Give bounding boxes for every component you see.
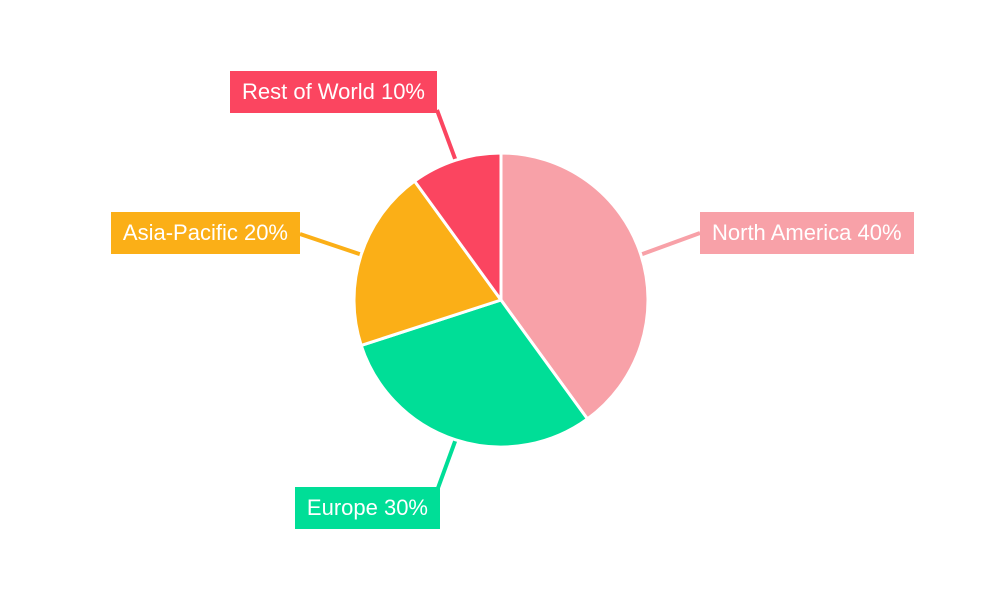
pie-slice-rest-of-world [413, 151, 503, 302]
leader-line-asia-pacific [299, 232, 362, 257]
callout-label-asia-pacific: Asia-Pacific 20% [110, 212, 300, 254]
pie-slice-asia-pacific [352, 179, 503, 347]
callout-label-north-america: North America 40% [700, 212, 914, 254]
leader-line-europe [436, 439, 458, 489]
pie-slice-north-america [499, 151, 650, 421]
leader-line-rest-of-world [435, 109, 458, 161]
leader-line-north-america [640, 231, 701, 257]
callout-label-rest-of-world: Rest of World 10% [229, 71, 437, 113]
pie-slice-europe [359, 298, 589, 449]
callout-label-europe: Europe 30% [294, 487, 440, 529]
